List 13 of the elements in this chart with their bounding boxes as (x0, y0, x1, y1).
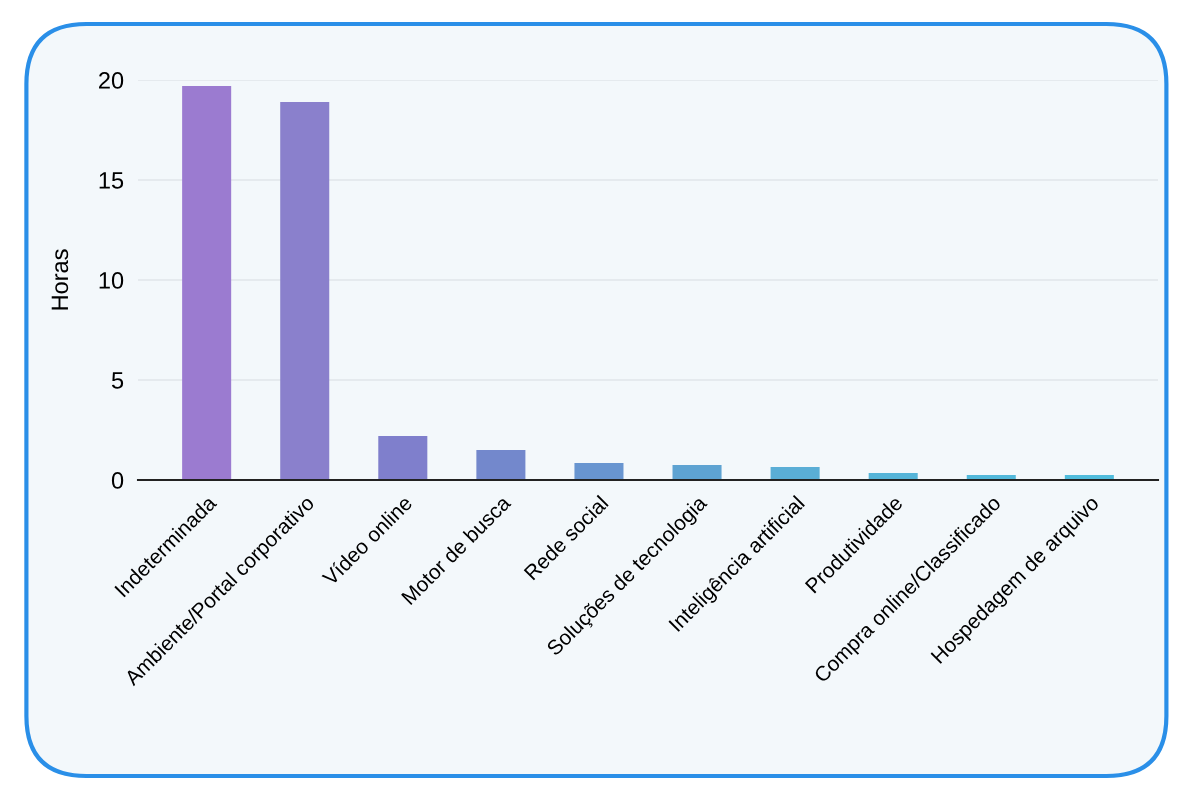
y-tick-label: 10 (99, 272, 124, 289)
bar (378, 436, 428, 480)
bar (672, 465, 722, 480)
y-tick-label: 5 (111, 372, 124, 389)
y-tick-label: 20 (99, 72, 124, 89)
bar (574, 463, 624, 480)
bar (770, 467, 820, 480)
y-tick-label: 0 (111, 472, 124, 489)
y-axis-title: Horas (51, 249, 69, 310)
bar (182, 86, 232, 480)
bar (476, 450, 526, 480)
bar (280, 102, 330, 480)
y-tick-label: 15 (99, 172, 124, 189)
